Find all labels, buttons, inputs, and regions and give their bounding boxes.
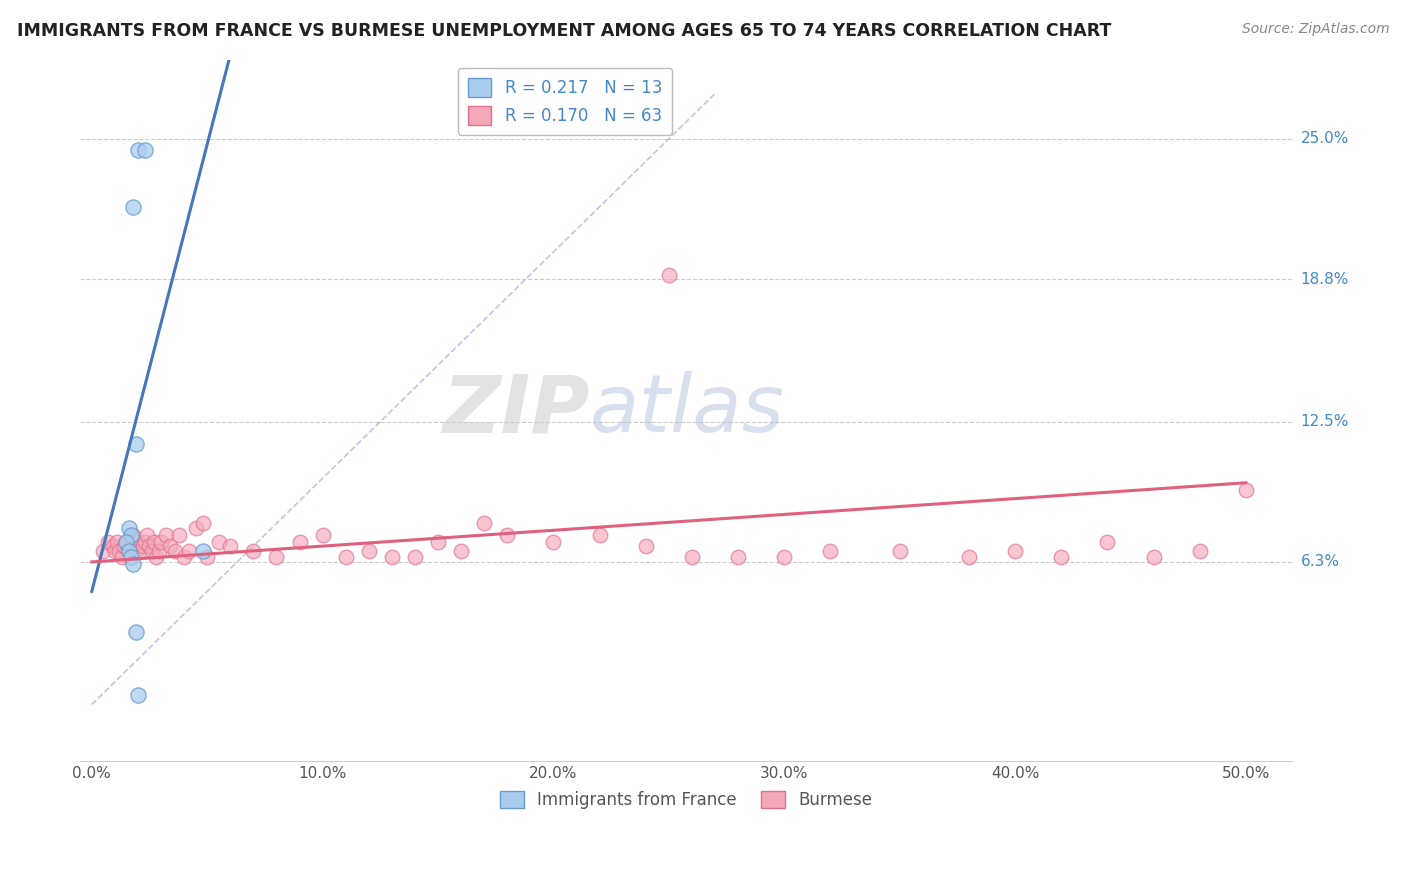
- Point: [131, 539, 153, 553]
- Point: [357, 543, 380, 558]
- Point: [543, 534, 565, 549]
- Point: [727, 550, 749, 565]
- Point: [136, 528, 159, 542]
- Point: [105, 534, 128, 549]
- Point: [381, 550, 404, 565]
- Point: [91, 543, 114, 558]
- Point: [450, 543, 472, 558]
- Point: [681, 550, 703, 565]
- Point: [472, 516, 495, 531]
- Text: Source: ZipAtlas.com: Source: ZipAtlas.com: [1241, 22, 1389, 37]
- Point: [124, 437, 146, 451]
- Point: [118, 543, 141, 558]
- Legend: Immigrants from France, Burmese: Immigrants from France, Burmese: [494, 784, 879, 816]
- Point: [124, 625, 146, 640]
- Point: [957, 550, 980, 565]
- Point: [1050, 550, 1073, 565]
- Point: [1234, 483, 1257, 497]
- Point: [1142, 550, 1164, 565]
- Text: 18.8%: 18.8%: [1301, 271, 1348, 286]
- Point: [112, 539, 135, 553]
- Point: [163, 543, 186, 558]
- Point: [115, 534, 138, 549]
- Point: [288, 534, 311, 549]
- Point: [588, 528, 610, 542]
- Point: [150, 534, 173, 549]
- Point: [159, 539, 181, 553]
- Point: [134, 534, 156, 549]
- Point: [108, 543, 131, 558]
- Text: atlas: atlas: [589, 371, 785, 450]
- Point: [148, 543, 170, 558]
- Point: [242, 543, 264, 558]
- Point: [122, 558, 145, 572]
- Point: [138, 539, 160, 553]
- Point: [143, 534, 166, 549]
- Point: [111, 550, 134, 565]
- Point: [118, 543, 141, 558]
- Point: [122, 200, 145, 214]
- Text: 12.5%: 12.5%: [1301, 414, 1348, 429]
- Text: 6.3%: 6.3%: [1301, 555, 1340, 569]
- Point: [658, 268, 681, 282]
- Point: [195, 550, 218, 565]
- Point: [208, 534, 231, 549]
- Point: [115, 534, 138, 549]
- Point: [134, 143, 156, 157]
- Point: [1188, 543, 1211, 558]
- Point: [122, 528, 145, 542]
- Point: [427, 534, 450, 549]
- Point: [496, 528, 519, 542]
- Point: [219, 539, 242, 553]
- Point: [120, 550, 142, 565]
- Point: [191, 516, 214, 531]
- Point: [889, 543, 911, 558]
- Point: [335, 550, 357, 565]
- Point: [311, 528, 333, 542]
- Point: [634, 539, 657, 553]
- Point: [184, 521, 207, 535]
- Point: [127, 534, 149, 549]
- Point: [118, 521, 141, 535]
- Point: [155, 528, 177, 542]
- Point: [129, 543, 152, 558]
- Text: IMMIGRANTS FROM FRANCE VS BURMESE UNEMPLOYMENT AMONG AGES 65 TO 74 YEARS CORRELA: IMMIGRANTS FROM FRANCE VS BURMESE UNEMPL…: [17, 22, 1111, 40]
- Point: [127, 143, 149, 157]
- Point: [127, 689, 149, 703]
- Point: [1097, 534, 1119, 549]
- Point: [120, 539, 142, 553]
- Point: [145, 550, 167, 565]
- Text: ZIP: ZIP: [441, 371, 589, 450]
- Point: [1004, 543, 1026, 558]
- Point: [141, 543, 163, 558]
- Point: [820, 543, 842, 558]
- Point: [169, 528, 191, 542]
- Text: 25.0%: 25.0%: [1301, 131, 1348, 146]
- Point: [773, 550, 796, 565]
- Point: [97, 534, 120, 549]
- Point: [266, 550, 288, 565]
- Point: [124, 543, 146, 558]
- Point: [173, 550, 195, 565]
- Point: [177, 543, 200, 558]
- Point: [120, 528, 142, 542]
- Point: [101, 539, 124, 553]
- Point: [104, 543, 127, 558]
- Point: [404, 550, 426, 565]
- Point: [191, 543, 214, 558]
